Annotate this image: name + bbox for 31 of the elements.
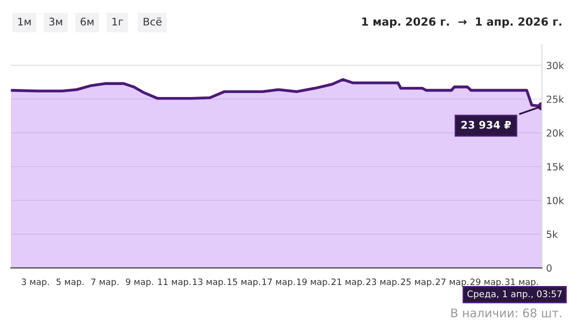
x-tick-label: 11 мар. [158,278,191,287]
chart-title: 1 мар. 2026 г. → 1 апр. 2026 г. [362,17,562,28]
x-tick-label: 31 мар. [505,278,538,287]
text: Всё [144,18,162,26]
x-tick-label: 27 мар. [436,278,468,287]
x-tick-label: 23 мар. [366,278,399,287]
y-tick-label: 25k [546,95,564,103]
text: 6м [80,18,94,26]
x-tick-label: 21 мар. [332,278,364,287]
text: В наличии: 68 шт. [451,308,562,318]
text: 3м [49,18,62,26]
y-tick-label: 5k [546,230,558,238]
x-tick-label: 19 мар. [297,278,330,287]
x-tick-label: 25 мар. [401,278,434,287]
x-tick-label: 13 мар. [192,278,226,287]
y-tick-label: 0 [546,264,552,272]
y-tick-label: 30k [546,62,564,70]
y-tick-label: 15k [547,162,564,170]
text: 1г [112,18,123,26]
y-tick-label: 20k [546,129,564,137]
x-tick-label: 9 мар. [126,278,154,287]
text: 1м [18,18,31,26]
x-tick-label: 3 мар. [22,278,49,287]
x-tick-label: 7 мар. [91,278,118,287]
x-tick-label: 5 мар. [56,278,84,287]
x-tick-label: 15 мар. [228,278,260,287]
annotation: 23 934 ₽ [461,120,511,129]
y-tick-label: 10k [547,196,564,204]
x-tick-label: 17 мар. [262,278,295,287]
text: Среда, 1 апр., 03:57 [467,290,562,299]
x-tick-label: 29 мар. [470,278,504,287]
